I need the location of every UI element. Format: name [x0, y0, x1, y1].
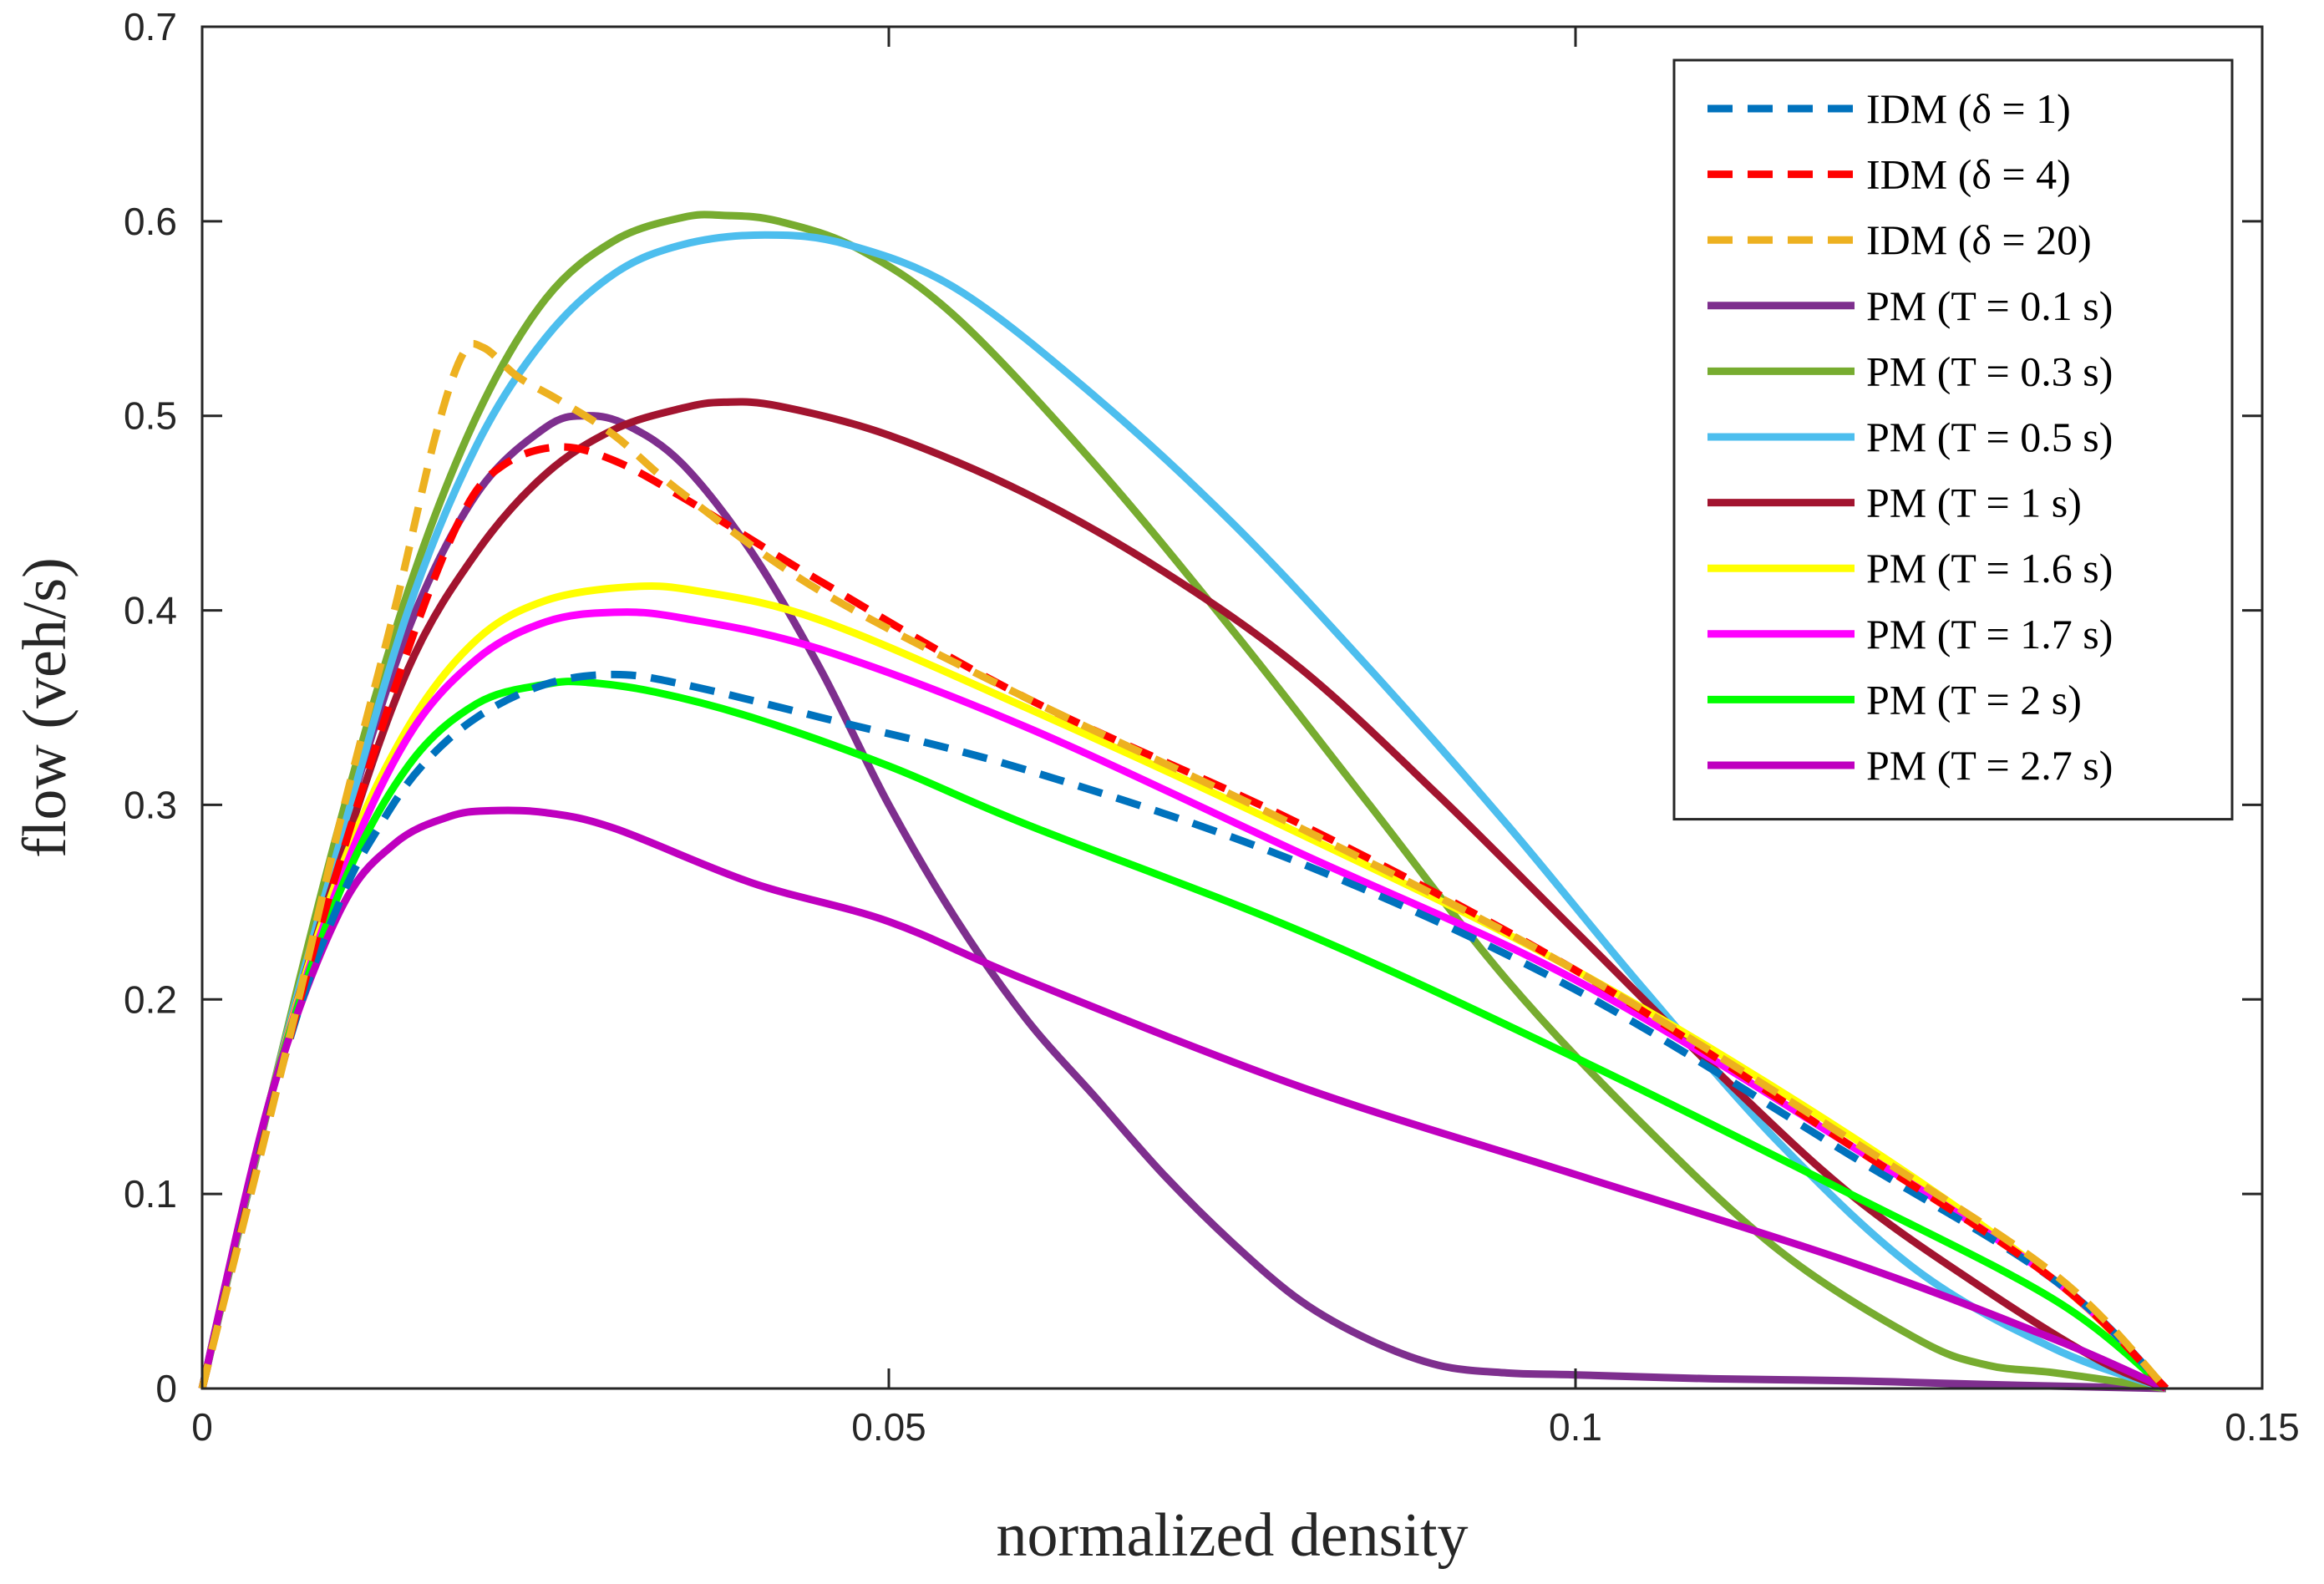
legend-label: PM (T = 0.1 s) — [1866, 282, 2113, 329]
legend-label: IDM (δ = 4) — [1866, 151, 2071, 198]
x-tick-label: 0.05 — [851, 1405, 926, 1449]
x-tick-label: 0.1 — [1549, 1405, 1602, 1449]
axes-box — [200, 25, 2264, 1390]
legend-label: PM (T = 1.7 s) — [1866, 611, 2113, 657]
series-line-10 — [198, 678, 2169, 1392]
legend-label: IDM (δ = 1) — [1866, 85, 2071, 132]
legend-label: PM (T = 0.3 s) — [1866, 348, 2113, 394]
x-axis-label: normalized density — [996, 1501, 1468, 1570]
legend-label: PM (T = 2 s) — [1866, 676, 2082, 723]
series-line-4 — [198, 412, 2167, 1393]
legend: IDM (δ = 1) IDM (δ = 4) IDM (δ = 20) PM (T … — [1672, 58, 2234, 821]
legend-label: PM (T = 1 s) — [1866, 480, 2082, 526]
y-tick-label: 0.7 — [124, 5, 177, 48]
x-tick-label: 0.15 — [2225, 1405, 2300, 1449]
y-tick-label: 0.3 — [124, 783, 177, 826]
y-tick-label: 0.2 — [124, 977, 177, 1021]
axes-layer: 0 0.05 0.1 0.15 0 0.1 0.2 0.3 0.4 0.5 0.6 0.7 — [124, 5, 2300, 1449]
y-axis-label: flow (veh/s) — [11, 557, 79, 858]
legend-label: PM (T = 1.6 s) — [1866, 545, 2113, 591]
series-line-7 — [198, 398, 2168, 1393]
y-tick-label: 0.6 — [124, 200, 177, 243]
x-tick-label: 0 — [191, 1405, 213, 1449]
y-tick-label: 0 — [155, 1367, 177, 1410]
legend-label: PM (T = 2.7 s) — [1866, 742, 2113, 789]
y-tick-label: 0.4 — [124, 589, 177, 632]
legend-label: PM (T = 0.5 s) — [1866, 414, 2113, 460]
series-line-6 — [198, 231, 2168, 1393]
series-line-5 — [198, 211, 2167, 1393]
series-line-1 — [198, 670, 2169, 1392]
legend-label: IDM (δ = 20) — [1866, 216, 2092, 263]
series-layer — [198, 211, 2169, 1393]
y-tick-label: 0.1 — [124, 1172, 177, 1216]
y-tick-label: 0.5 — [124, 394, 177, 438]
